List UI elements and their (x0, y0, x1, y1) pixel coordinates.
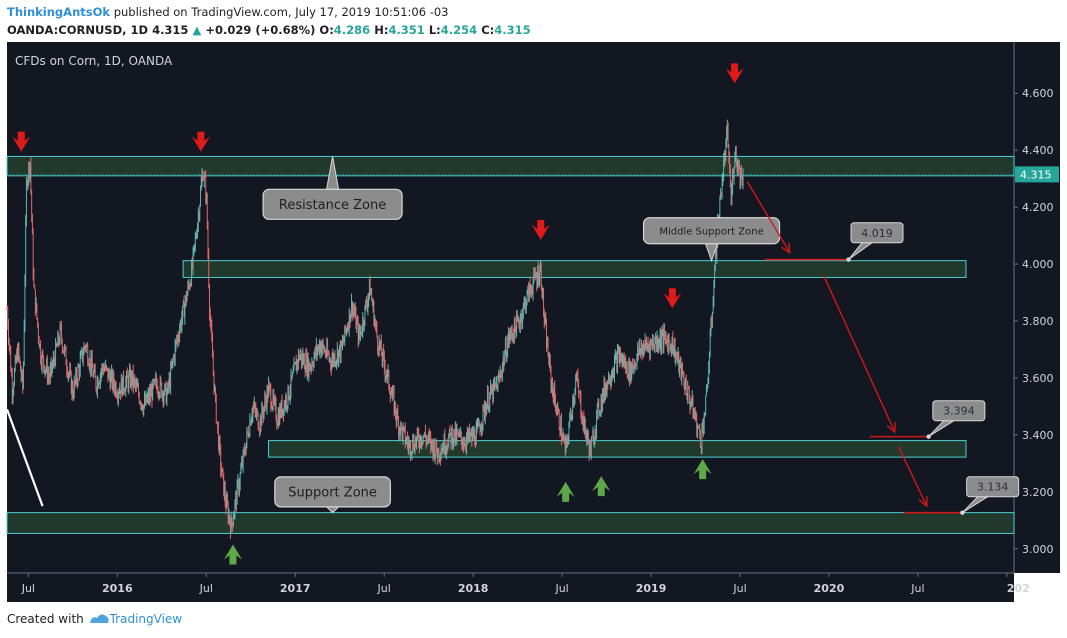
target-tag-text: 4.019 (861, 227, 893, 240)
projection-line[interactable] (822, 275, 896, 433)
down-arrow-icon (12, 131, 31, 152)
time-axis[interactable] (7, 573, 1014, 602)
projection-line[interactable] (897, 445, 928, 507)
plot-area[interactable] (7, 42, 1014, 573)
y-tick-label: 3.200 (1022, 486, 1054, 499)
y-tick-label: 4.600 (1022, 87, 1054, 100)
last-price-tag-text: 4.315 (1020, 168, 1052, 181)
candles (6, 119, 744, 540)
y-tick-label: 4.400 (1022, 144, 1054, 157)
projection-arrowhead-icon (886, 422, 896, 434)
up-arrow-icon (693, 459, 712, 480)
change-value: +0.029 (+0.68%) (205, 23, 316, 37)
low-label: L: (428, 23, 441, 37)
zone-label[interactable]: Middle Support Zone (642, 217, 781, 263)
footer: Created with TradingView (7, 612, 182, 626)
y-tick-label: 3.600 (1022, 372, 1054, 385)
projection-line[interactable] (746, 181, 791, 254)
y-tick-label: 3.400 (1022, 429, 1054, 442)
close-label: C: (481, 23, 495, 37)
down-arrow-icon (191, 131, 210, 152)
x-tick-label: 2018 (458, 582, 489, 595)
target-tag[interactable]: 4.019 (846, 222, 904, 262)
zone-3[interactable] (6, 512, 1015, 534)
zone-label-text: Support Zone (288, 486, 377, 501)
publish-info: published on TradingView.com, July 17, 2… (113, 5, 449, 19)
target-tag[interactable]: 3.134 (960, 476, 1020, 515)
created-with-label: Created with (7, 612, 84, 626)
x-tick-label: 2017 (280, 582, 311, 595)
close-value: 4.315 (494, 23, 531, 37)
last-price-value: 4.315 (152, 23, 189, 37)
down-arrow-icon (663, 288, 682, 309)
high-label: H: (374, 23, 389, 37)
up-arrow-icon (592, 476, 611, 497)
zone-0[interactable] (6, 155, 1015, 177)
target-tag[interactable]: 3.394 (926, 400, 986, 439)
target-tag-text: 3.134 (977, 481, 1009, 494)
x-tick-label: Jul (554, 582, 568, 595)
last-price-tag (1015, 166, 1059, 183)
tradingview-logo-icon (89, 614, 109, 623)
zone-label-text: Resistance Zone (279, 198, 386, 213)
up-arrow-icon (556, 481, 575, 502)
zone-label-text: Middle Support Zone (659, 226, 763, 237)
projection-arrowhead-icon (781, 242, 791, 255)
chart-header: ThinkingAntsOk published on TradingView.… (0, 0, 1067, 42)
trend-line[interactable] (5, 408, 44, 507)
open-label: O: (319, 23, 334, 37)
symbol-line: OANDA:CORNUSD, 1D 4.315 ▲ +0.029 (+0.68%… (7, 23, 531, 37)
price-chart[interactable]: Resistance Zone Middle Support Zone Suppor… (0, 42, 1067, 604)
down-arrow-icon (725, 63, 744, 84)
x-tick-label: Jul (732, 582, 746, 595)
price-axis[interactable] (1014, 42, 1060, 573)
y-tick-label: 3.800 (1022, 315, 1054, 328)
down-arrow-icon (531, 219, 550, 240)
projection-arrowhead-icon (918, 496, 928, 508)
zone-1[interactable] (182, 260, 967, 278)
zone-label[interactable]: Resistance Zone (262, 156, 403, 220)
y-tick-label: 4.200 (1022, 201, 1054, 214)
x-tick-label: 2016 (102, 582, 133, 595)
y-tick-label: 3.000 (1022, 543, 1054, 556)
symbol-label: OANDA:CORNUSD, 1D (7, 23, 149, 37)
x-tick-label: Jul (199, 582, 213, 595)
change-up-icon: ▲ (192, 23, 202, 37)
x-tick-label: Jul (377, 582, 391, 595)
zone-label[interactable]: Support Zone (274, 476, 391, 514)
y-tick-label: 4.000 (1022, 258, 1054, 271)
chart-title: CFDs on Corn, 1D, OANDA (15, 54, 173, 68)
x-tick-label: 2019 (636, 582, 667, 595)
high-value: 4.351 (388, 23, 425, 37)
x-tick-label: Jul (910, 582, 924, 595)
target-tag-text: 3.394 (943, 405, 975, 418)
x-tick-label: 2020 (814, 582, 845, 595)
tradingview-link[interactable]: TradingView (109, 612, 183, 626)
up-arrow-icon (223, 544, 242, 565)
open-value: 4.286 (333, 23, 371, 37)
x-tick-label: 202 (1007, 582, 1030, 595)
publish-line: ThinkingAntsOk published on TradingView.… (7, 5, 449, 19)
author-link[interactable]: ThinkingAntsOk (7, 5, 111, 19)
low-value: 4.254 (440, 23, 478, 37)
zone-2[interactable] (268, 440, 967, 458)
x-tick-label: Jul (21, 582, 35, 595)
